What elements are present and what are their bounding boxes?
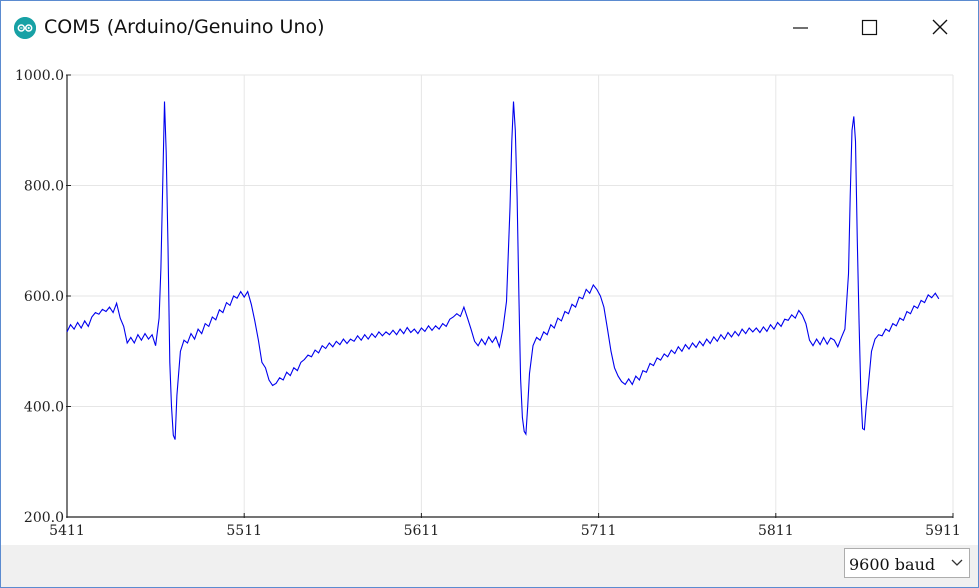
window-title: COM5 (Arduino/Genuino Uno) (44, 16, 325, 38)
arduino-logo-icon (14, 17, 36, 39)
x-tick-labels: 5411 5511 5611 5711 5811 5911 (49, 523, 961, 539)
y-tick-label: 400.0 (24, 400, 64, 416)
y-tick-labels: 1000.0 800.0 600.0 400.0 200.0 (15, 68, 64, 526)
minimize-icon (793, 27, 808, 29)
minimize-button[interactable] (765, 1, 835, 55)
x-tick-label: 5811 (758, 523, 794, 539)
close-button[interactable] (905, 1, 975, 55)
axes (66, 74, 954, 518)
x-tick-label: 5911 (925, 523, 961, 539)
x-tick-label: 5511 (226, 523, 262, 539)
grid (67, 74, 954, 517)
x-tick-label: 5411 (49, 523, 85, 539)
bottom-toolbar (1, 545, 978, 587)
y-tick-label: 600.0 (24, 289, 64, 305)
x-tick-label: 5611 (404, 523, 440, 539)
title-bar[interactable]: COM5 (Arduino/Genuino Uno) (1, 1, 978, 55)
baud-rate-value: 9600 baud (849, 555, 936, 574)
x-tick-label: 5711 (581, 523, 617, 539)
serial-plot-chart: 1000.0 800.0 600.0 400.0 200.0 5411 5511… (15, 68, 961, 539)
plot-area: 1000.0 800.0 600.0 400.0 200.0 5411 5511… (1, 55, 978, 545)
y-tick-label: 200.0 (24, 510, 64, 526)
series-line (66, 101, 940, 440)
maximize-button[interactable] (835, 1, 905, 55)
maximize-icon (861, 19, 878, 36)
baud-rate-select[interactable]: 9600 baud (844, 548, 970, 578)
close-icon (932, 19, 948, 35)
y-tick-label: 800.0 (24, 179, 64, 195)
chevron-down-icon (951, 559, 963, 566)
y-tick-label: 1000.0 (15, 68, 64, 84)
